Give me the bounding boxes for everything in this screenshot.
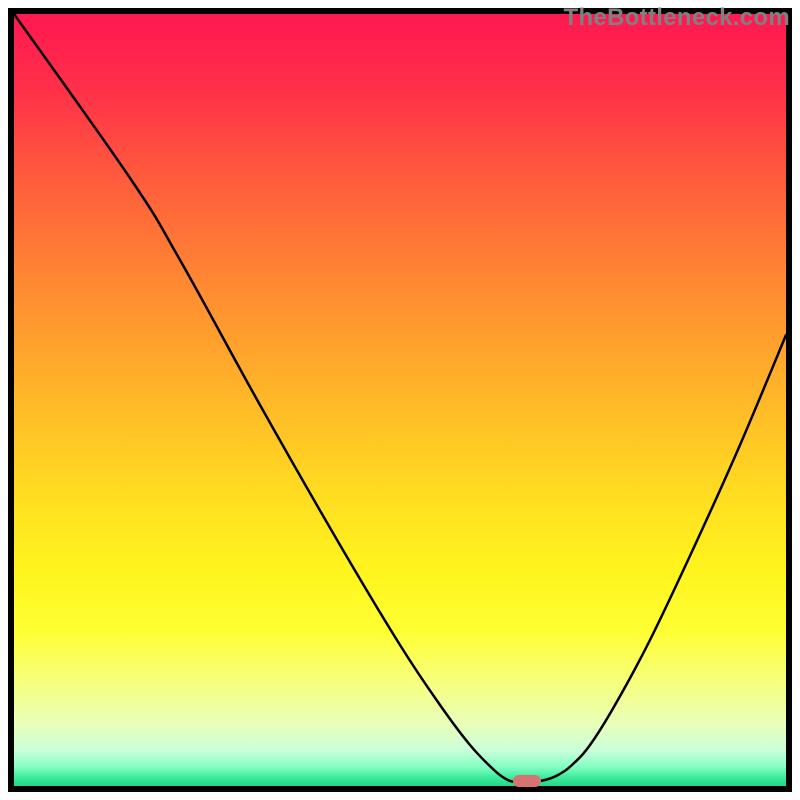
plot-background bbox=[14, 14, 786, 786]
optimum-marker bbox=[513, 775, 541, 787]
watermark-text: TheBottleneck.com bbox=[564, 4, 790, 32]
chart-container: TheBottleneck.com bbox=[0, 0, 800, 800]
bottleneck-chart bbox=[0, 0, 800, 800]
